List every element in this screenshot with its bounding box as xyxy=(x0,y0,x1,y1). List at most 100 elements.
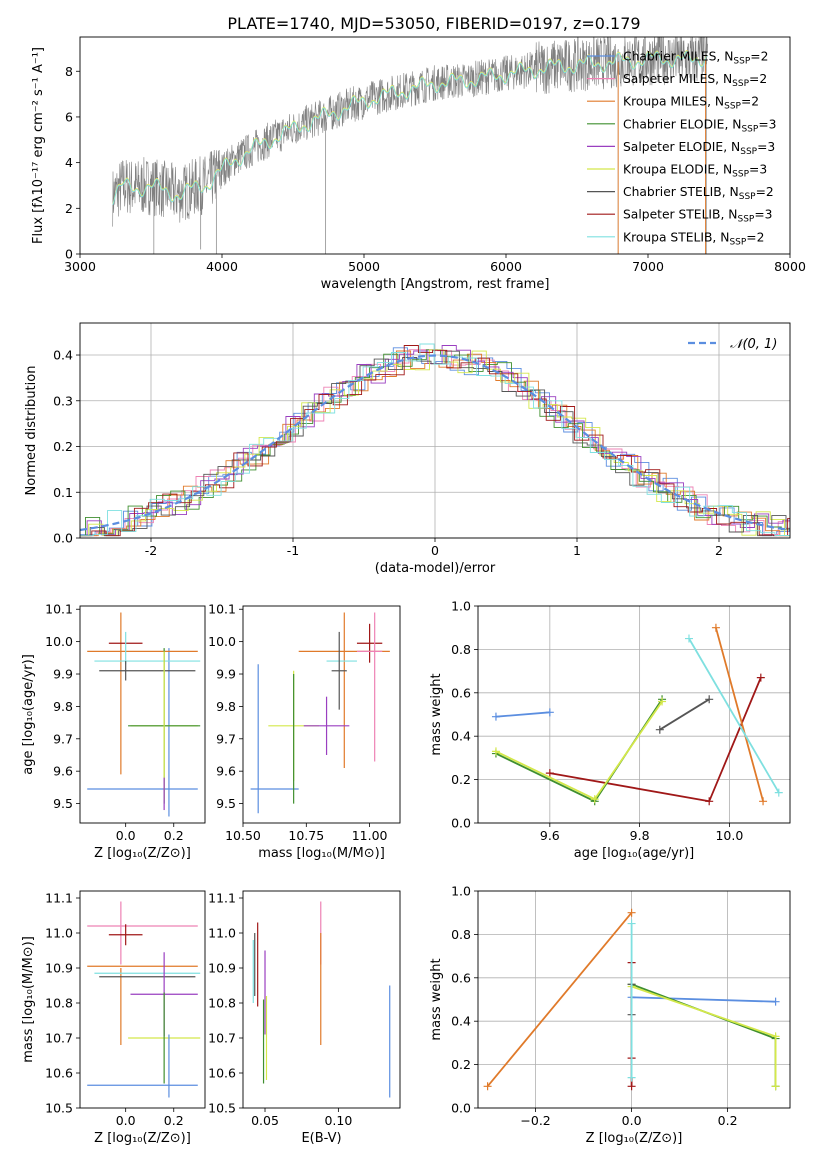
y-tick-label: 2 xyxy=(65,201,73,216)
y-tick-label: 9.9 xyxy=(53,667,73,682)
weight-point-marker xyxy=(545,769,554,778)
x-axis-label: wavelength [Angstrom, rest frame] xyxy=(321,277,550,292)
weight-point-marker xyxy=(627,1073,636,1082)
weight-point-marker xyxy=(771,1032,780,1041)
x-tick-label: 11.00 xyxy=(352,828,388,843)
axes-frame xyxy=(79,605,206,824)
y-tick-label: 10.9 xyxy=(208,961,236,976)
y-tick-label: 11.0 xyxy=(208,926,236,941)
weight-line xyxy=(486,912,633,1087)
weight-point-marker xyxy=(627,919,636,928)
y-tick-label: 10.6 xyxy=(208,1066,236,1081)
histogram-step-chabrier-miles xyxy=(80,347,790,537)
plot-area-spectrum xyxy=(112,37,708,254)
x-tick-label: 0.10 xyxy=(324,1113,352,1128)
x-axis-label: age [log₁₀(age/yr)] xyxy=(574,846,695,861)
legend-entry: Kroupa ELODIE, NSSP=3 xyxy=(623,163,767,180)
x-axis-label: Z [log₁₀(Z/Z⊙)] xyxy=(94,1131,191,1146)
weight-point-marker xyxy=(483,1082,492,1091)
panel-weight-vs-Z: −0.2 0.0 0.2 0.0 0.2 0.4 0.6 0.8 1.0 Z [log₁₀(Z/Z… xyxy=(429,884,791,1146)
x-tick-label: 2 xyxy=(715,543,723,558)
model-spectrum-line-stelib xyxy=(112,51,708,205)
legend-entry: Chabrier MILES, NSSP=2 xyxy=(623,50,768,67)
y-axis-label: Flux [fλ10⁻¹⁷ erg cm⁻² s⁻¹ A⁻¹] xyxy=(31,47,46,244)
y-tick-label: 10.7 xyxy=(208,1031,236,1046)
y-tick-label: 0.0 xyxy=(451,1101,471,1116)
weight-line xyxy=(659,698,710,731)
panel-weight-vs-age: 9.6 9.8 10.0 0.0 0.2 0.4 0.6 0.8 1.0 age [log₁₀(a… xyxy=(429,599,791,861)
weight-point-marker xyxy=(658,697,667,706)
y-tick-label: 9.9 xyxy=(216,667,236,682)
y-tick-label: 0.6 xyxy=(451,685,471,700)
histogram-step-kroupa-stelib xyxy=(80,343,790,537)
legend-entry: Salpeter MILES, NSSP=2 xyxy=(623,72,767,89)
x-axis-label: E(B-V) xyxy=(301,1131,341,1146)
y-tick-label: 8 xyxy=(65,64,73,79)
legend-entry: Chabrier ELODIE, NSSP=3 xyxy=(623,117,776,134)
axes-frame xyxy=(79,322,791,539)
weight-point-marker xyxy=(774,788,783,797)
x-tick-label: 0.0 xyxy=(116,1113,136,1128)
weight-point-marker xyxy=(491,712,500,721)
x-axis-label: mass [log₁₀(M/M⊙)] xyxy=(258,846,385,861)
weight-point-marker xyxy=(627,908,636,917)
x-tick-label: 0.2 xyxy=(164,1113,184,1128)
y-tick-label: 0.8 xyxy=(451,642,471,657)
x-axis-label: Z [log₁₀(Z/Z⊙)] xyxy=(94,846,191,861)
data-spectrum-line xyxy=(112,37,708,227)
y-tick-label: 10.6 xyxy=(45,1066,73,1081)
y-tick-label: 10.1 xyxy=(208,602,236,617)
legend-entry: Kroupa STELIB, NSSP=2 xyxy=(623,230,764,247)
y-tick-label: 10.0 xyxy=(208,634,236,649)
weight-point-marker xyxy=(491,747,500,756)
y-tick-label: 0.0 xyxy=(451,816,471,831)
panel-age-vs-mass: 10.50 10.75 11.00 9.5 9.6 9.7 9.8 9.9 10.0 10.1 ma… xyxy=(208,602,401,861)
weight-point-marker xyxy=(545,708,554,717)
y-tick-label: 10.0 xyxy=(45,634,73,649)
x-tick-label: 10.50 xyxy=(225,828,261,843)
y-tick-label: 0.1 xyxy=(53,485,73,500)
axes-frame xyxy=(242,890,401,1109)
x-tick-label: 8000 xyxy=(774,259,806,274)
x-tick-label: 9.8 xyxy=(630,828,650,843)
weight-point-marker xyxy=(711,623,720,632)
x-tick-label: 7000 xyxy=(632,259,664,274)
panel-spectrum: 3000 4000 5000 6000 7000 8000 0 2 4 6 8 wavelength … xyxy=(31,36,806,292)
panels: 3000 4000 5000 6000 7000 8000 0 2 4 6 8 wavelength … xyxy=(21,36,806,1146)
x-tick-label: 0.2 xyxy=(718,1113,738,1128)
y-tick-label: 9.5 xyxy=(53,796,73,811)
weight-point-marker xyxy=(759,797,768,806)
x-tick-label: 0.0 xyxy=(116,828,136,843)
y-tick-label: 1.0 xyxy=(451,599,471,614)
weight-point-marker xyxy=(756,673,765,682)
y-tick-label: 4 xyxy=(65,155,73,170)
figure-title: PLATE=1740, MJD=53050, FIBERID=0197, z=0… xyxy=(227,14,640,33)
weight-point-marker xyxy=(771,997,780,1006)
y-tick-label: 10.5 xyxy=(208,1101,236,1116)
x-tick-label: 0.05 xyxy=(251,1113,279,1128)
y-tick-label: 10.8 xyxy=(45,996,73,1011)
axes-frame xyxy=(477,890,791,1109)
plot-area-weight-vs-age xyxy=(491,623,783,806)
y-tick-label: 10.8 xyxy=(208,996,236,1011)
x-tick-label: -2 xyxy=(145,543,157,558)
x-tick-label: 3000 xyxy=(64,259,96,274)
y-tick-label: 0 xyxy=(65,247,73,262)
x-axis-label: (data-model)/error xyxy=(375,561,496,576)
gaussian-curve xyxy=(80,354,790,532)
x-tick-label: 6000 xyxy=(490,259,522,274)
y-tick-label: 9.8 xyxy=(53,699,73,714)
y-tick-label: 10.7 xyxy=(45,1031,73,1046)
panel-age-vs-Z: 0.0 0.2 9.5 9.6 9.7 9.8 9.9 10.0 10.1 Z [log₁₀(Z/… xyxy=(21,602,206,861)
legend: Chabrier MILES, NSSP=2 Salpeter MILES, NS… xyxy=(587,50,776,247)
x-tick-label: 0.0 xyxy=(622,1113,642,1128)
plot-area-age-vs-mass xyxy=(250,612,390,814)
y-tick-label: 9.6 xyxy=(216,764,236,779)
panel-mass-vs-Z: 0.0 0.2 10.5 10.6 10.7 10.8 10.9 11.0 11.1 Z [log… xyxy=(21,891,206,1146)
y-axis-label: mass [log₁₀(M/M⊙)] xyxy=(21,936,36,1063)
y-tick-label: 0.4 xyxy=(451,1014,471,1029)
weight-point-marker xyxy=(771,1082,780,1091)
plot-area-residuals xyxy=(80,343,790,537)
